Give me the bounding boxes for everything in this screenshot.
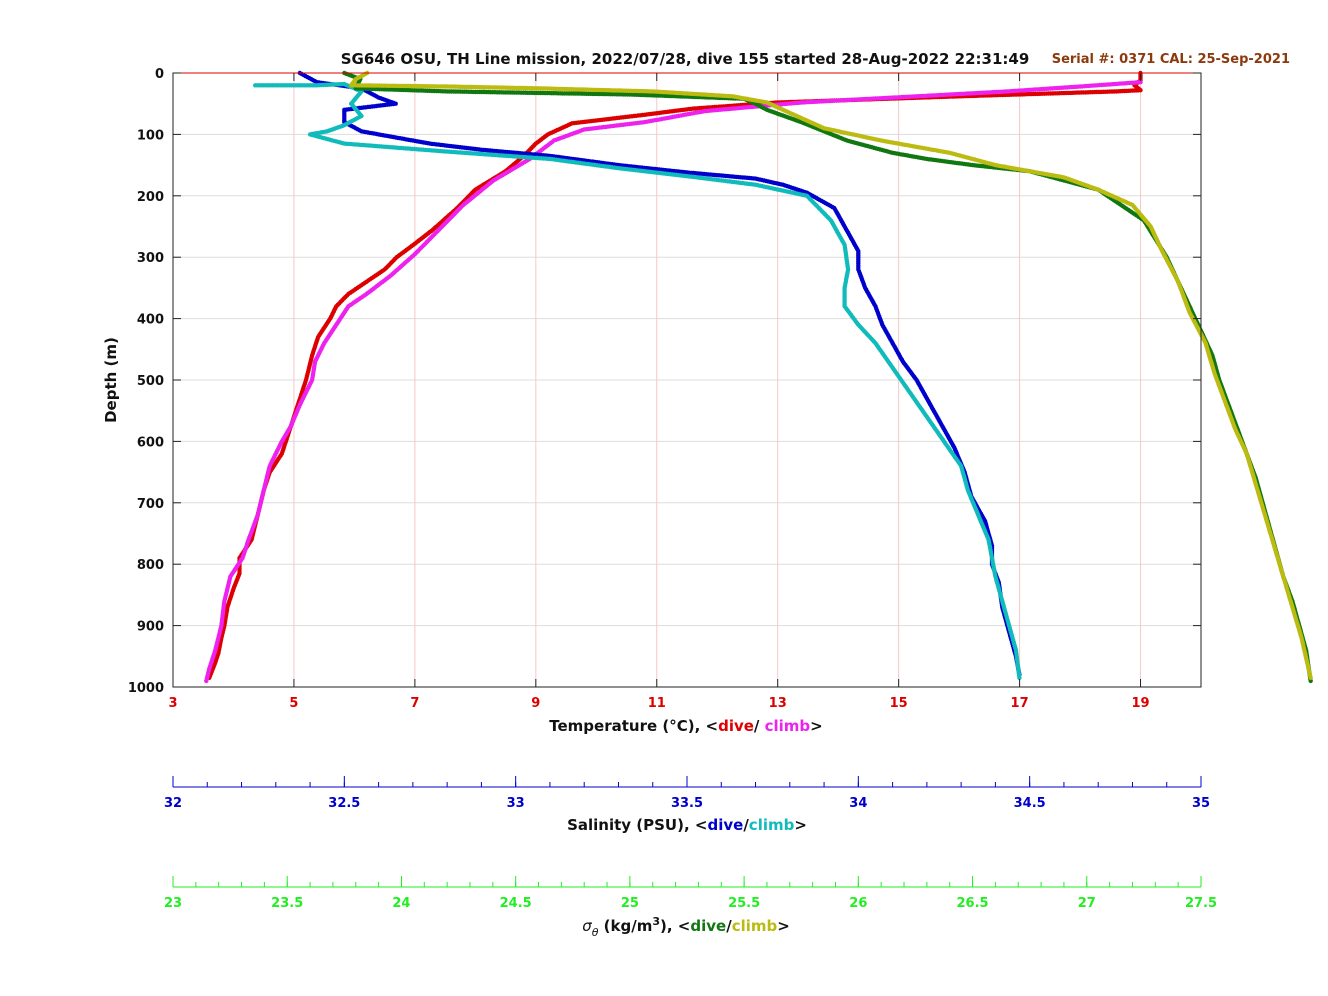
sigma-climb-series (349, 70, 1313, 680)
salinity-climb-series (253, 81, 1022, 680)
sigma-label-dive: dive (690, 917, 726, 935)
y-tick-label: 900 (137, 620, 164, 635)
salinity-axis: 32 32.5 33 33.5 34 34.5 35 (164, 776, 1210, 811)
serial-cal-annotation: Serial #: 0371 CAL: 25-Sep-2021 (1052, 52, 1290, 67)
y-tick-label: 800 (137, 558, 164, 573)
sigma-tick-label: 23 (164, 896, 182, 911)
salinity-tick-label: 35 (1192, 796, 1210, 811)
salinity-label-climb: climb (749, 816, 795, 834)
temperature-label-climb: climb (765, 717, 811, 735)
sigma-axis-label: σθ (kg/m3), <dive/climb> (582, 915, 790, 939)
sigma-tick-label: 26.5 (957, 896, 989, 911)
temperature-tick-label: 3 (168, 696, 177, 711)
sigma-tick-label: 25 (621, 896, 639, 911)
temperature-axis: 3 5 7 9 11 13 15 17 19 (168, 73, 1150, 711)
y-tick-label: 200 (137, 190, 164, 205)
sigma-tick-label: 26 (849, 896, 867, 911)
salinity-tick-label: 33.5 (671, 796, 703, 811)
sigma-tick-label: 24 (392, 896, 410, 911)
salinity-tick-label: 34 (849, 796, 867, 811)
y-tick-label: 600 (137, 435, 164, 450)
y-axis: 0 100 200 300 400 500 600 700 800 900 1000 (128, 67, 1201, 696)
sigma-tick-label: 27.5 (1185, 896, 1217, 911)
sigma-label-symbol: σ (582, 917, 592, 935)
data-point (1308, 678, 1313, 684)
salinity-label-dive: dive (707, 816, 743, 834)
sigma-tick-label: 27 (1078, 896, 1096, 911)
data-point (1308, 675, 1313, 680)
temperature-tick-label: 9 (531, 696, 540, 711)
temperature-tick-label: 15 (890, 696, 908, 711)
grid-lines (173, 73, 1201, 687)
sigma-axis: 23 23.5 24 24.5 25 25.5 26 26.5 27 27.5 (164, 876, 1217, 911)
y-tick-label: 700 (137, 497, 164, 512)
sigma-label-prefix: ), < (660, 917, 690, 935)
temperature-tick-label: 19 (1131, 696, 1149, 711)
salinity-label-sep: / (743, 816, 749, 834)
salinity-tick-label: 32.5 (328, 796, 360, 811)
y-tick-label: 500 (137, 374, 164, 389)
salinity-axis-label: Salinity (PSU), <dive/climb> (567, 816, 807, 834)
salinity-tick-label: 34.5 (1014, 796, 1046, 811)
temperature-axis-label: Temperature (°C), <dive/ climb> (549, 717, 823, 735)
temperature-tick-label: 7 (410, 696, 419, 711)
temperature-label-sep: / (754, 717, 765, 735)
sigma-label-suffix: > (777, 917, 790, 935)
salinity-tick-label: 32 (164, 796, 182, 811)
temperature-climb-series (204, 80, 1143, 684)
data-point (204, 678, 209, 684)
data-series (204, 70, 1313, 684)
salinity-label-suffix: > (794, 816, 807, 834)
y-tick-label: 400 (137, 313, 164, 328)
temperature-label-suffix: > (810, 717, 823, 735)
temperature-tick-label: 13 (769, 696, 787, 711)
y-axis-label: Depth (m) (102, 337, 120, 423)
y-tick-label: 300 (137, 251, 164, 266)
data-point (1017, 675, 1022, 680)
sigma-label-unit: (kg/m (598, 917, 652, 935)
sigma-label-sub: θ (592, 926, 599, 939)
temperature-tick-label: 17 (1011, 696, 1029, 711)
sigma-label-climb: climb (732, 917, 778, 935)
temperature-label-prefix: Temperature (°C), < (549, 717, 718, 735)
chart-title: SG646 OSU, TH Line mission, 2022/07/28, … (341, 50, 1030, 68)
temperature-tick-label: 11 (648, 696, 666, 711)
salinity-label-prefix: Salinity (PSU), < (567, 816, 707, 834)
sigma-label-sep: / (726, 917, 732, 935)
temperature-label-dive: dive (718, 717, 754, 735)
sigma-tick-label: 25.5 (728, 896, 760, 911)
sigma-tick-label: 24.5 (500, 896, 532, 911)
y-tick-label: 1000 (128, 681, 164, 696)
temperature-tick-label: 5 (289, 696, 298, 711)
y-tick-label: 0 (155, 67, 164, 82)
salinity-tick-label: 33 (507, 796, 525, 811)
sigma-label-sup: 3 (652, 915, 660, 928)
sigma-tick-label: 23.5 (271, 896, 303, 911)
y-tick-label: 100 (137, 128, 164, 143)
